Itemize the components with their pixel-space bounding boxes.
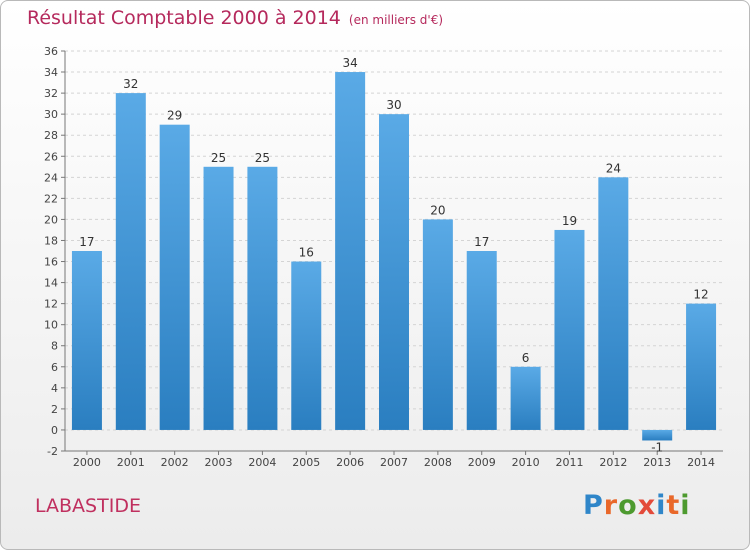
bars [71,72,717,441]
chart-title-main: Résultat Comptable 2000 à 2014 [27,7,341,29]
logo-letter: P [583,490,604,521]
value-label-2001: 32 [123,77,138,91]
bar-2014 [686,303,717,430]
value-label-2004: 25 [255,151,270,165]
bar-2006 [335,72,366,430]
logo-letter: o [618,490,638,521]
logo-letter: i [656,490,667,521]
value-label-2011: 19 [562,214,577,228]
value-label-2008: 20 [430,203,445,217]
bar-2005 [291,261,322,430]
bar-2009 [466,251,497,430]
x-tick-label-2003: 2003 [205,456,233,469]
proxiti-logo[interactable]: Proxiti [583,490,691,521]
commune-name: LABASTIDE [35,495,141,517]
value-label-2014: 12 [693,288,708,302]
bar-2008 [422,219,453,430]
y-tick-label: 20 [44,213,58,226]
x-tick-label-2012: 2012 [599,456,627,469]
bar-2011 [554,229,585,430]
y-tick-label: 4 [51,382,58,395]
y-tick-label: 0 [51,424,58,437]
y-tick-label: 6 [51,361,58,374]
x-tick-label-2013: 2013 [643,456,671,469]
logo-letter: t [666,490,681,521]
x-tick-label-2002: 2002 [161,456,189,469]
value-label-2012: 24 [606,161,621,175]
logo-letter: x [637,490,657,521]
x-tick-label-2005: 2005 [292,456,320,469]
y-tick-label: -2 [47,445,58,458]
value-label-2005: 16 [299,246,314,260]
y-tick-label: 16 [44,256,58,269]
value-label-2003: 25 [211,151,226,165]
y-tick-label: 26 [44,150,58,163]
bar-2004 [247,166,278,430]
x-tick-label-2007: 2007 [380,456,408,469]
y-tick-label: 10 [44,319,58,332]
y-tick-label: 2 [51,403,58,416]
x-tick-label-2001: 2001 [117,456,145,469]
y-tick-label: 12 [44,298,58,311]
x-tick-label-2004: 2004 [248,456,276,469]
y-tick-label: 28 [44,129,58,142]
value-label-2007: 30 [386,98,401,112]
bar-2007 [379,114,409,430]
value-label-2002: 29 [167,109,182,123]
y-tick-label: 24 [44,171,58,184]
value-label-2010: 6 [522,351,530,365]
y-tick-label: 32 [44,87,58,100]
y-tick-label: 34 [44,66,58,79]
y-tick-label: 30 [44,108,58,121]
y-tick-label: 14 [44,277,58,290]
value-label-2000: 17 [79,235,94,249]
data-labels: 17 32 29 25 25 16 34 30 20 17 6 19 24 -1 12 [79,56,708,454]
y-tick-label: 8 [51,340,58,353]
x-tick-label-2000: 2000 [73,456,101,469]
bar-2003 [203,166,234,430]
x-tick-label-2010: 2010 [512,456,540,469]
bar-2001 [115,93,146,430]
bar-2000 [71,251,102,430]
chart-title-unit: (en milliers d'€) [348,13,444,27]
y-tick-label: 36 [44,45,58,58]
value-label-2013: -1 [651,440,663,454]
bar-2012 [598,177,629,430]
logo-letter: i [680,490,691,521]
x-tick-label-2011: 2011 [555,456,583,469]
x-tick-label-2009: 2009 [468,456,496,469]
x-tick-label-2008: 2008 [424,456,452,469]
x-tick-label-2014: 2014 [687,456,715,469]
value-label-2009: 17 [474,235,489,249]
bar-2013 [642,429,673,441]
y-tick-label: 18 [44,234,58,247]
bar-2010 [510,366,541,430]
y-tick-label: 22 [44,192,58,205]
bar-2002 [159,124,190,430]
value-label-2006: 34 [342,56,357,70]
logo-letter: r [603,490,619,521]
chart-title: Résultat Comptable 2000 à 2014 (en millie… [27,7,443,29]
x-tick-label-2006: 2006 [336,456,364,469]
